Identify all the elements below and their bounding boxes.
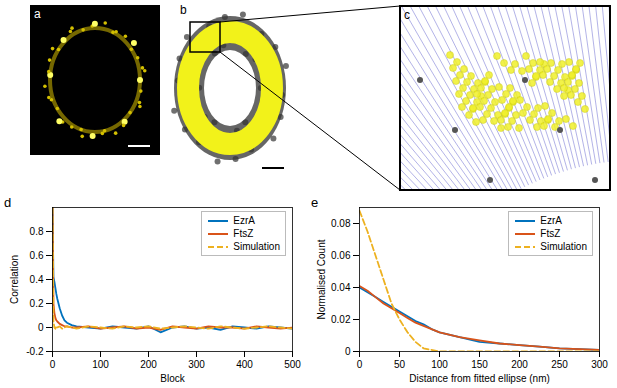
- svg-text:0.08: 0.08: [331, 218, 351, 229]
- html-text:Simulation: Simulation: [233, 241, 280, 252]
- svg-text:Block: Block: [160, 373, 185, 384]
- svg-text:0.2: 0.2: [30, 298, 44, 309]
- svg-text:0.6: 0.6: [30, 250, 44, 261]
- svg-text:0: 0: [50, 359, 56, 370]
- svg-text:250: 250: [551, 359, 568, 370]
- html-text:d: d: [4, 195, 12, 210]
- svg-text:300: 300: [188, 359, 205, 370]
- html-text:EzrA: EzrA: [540, 215, 562, 226]
- svg-text:-0.2: -0.2: [26, 346, 44, 357]
- svg-text:0.02: 0.02: [331, 314, 351, 325]
- svg-text:c: c: [404, 8, 410, 22]
- svg-text:500: 500: [284, 359, 301, 370]
- svg-text:400: 400: [236, 359, 253, 370]
- svg-text:100: 100: [92, 359, 109, 370]
- svg-text:200: 200: [511, 359, 528, 370]
- svg-text:100: 100: [431, 359, 448, 370]
- svg-text:0.8: 0.8: [30, 226, 44, 237]
- svg-text:0: 0: [357, 359, 363, 370]
- svg-text:a: a: [34, 7, 41, 21]
- svg-text:0.06: 0.06: [331, 250, 351, 261]
- html-text:Simulation: Simulation: [540, 241, 587, 252]
- html-text:e: e: [311, 195, 319, 210]
- svg-text:0: 0: [38, 322, 44, 333]
- svg-text:Distance from fitted ellipse (: Distance from fitted ellipse (nm): [409, 373, 550, 384]
- html-text:FtsZ: FtsZ: [233, 228, 254, 239]
- svg-text:50: 50: [394, 359, 406, 370]
- svg-text:Correlation: Correlation: [9, 255, 20, 304]
- svg-text:0.04: 0.04: [331, 282, 351, 293]
- svg-text:0.4: 0.4: [30, 274, 44, 285]
- svg-text:200: 200: [140, 359, 157, 370]
- svg-text:b: b: [180, 3, 187, 17]
- html-text:EzrA: EzrA: [233, 215, 255, 226]
- svg-text:Normalised Count: Normalised Count: [316, 239, 327, 319]
- svg-text:150: 150: [471, 359, 488, 370]
- svg-text:300: 300: [591, 359, 608, 370]
- svg-text:0: 0: [345, 346, 351, 357]
- html-text:FtsZ: FtsZ: [540, 228, 561, 239]
